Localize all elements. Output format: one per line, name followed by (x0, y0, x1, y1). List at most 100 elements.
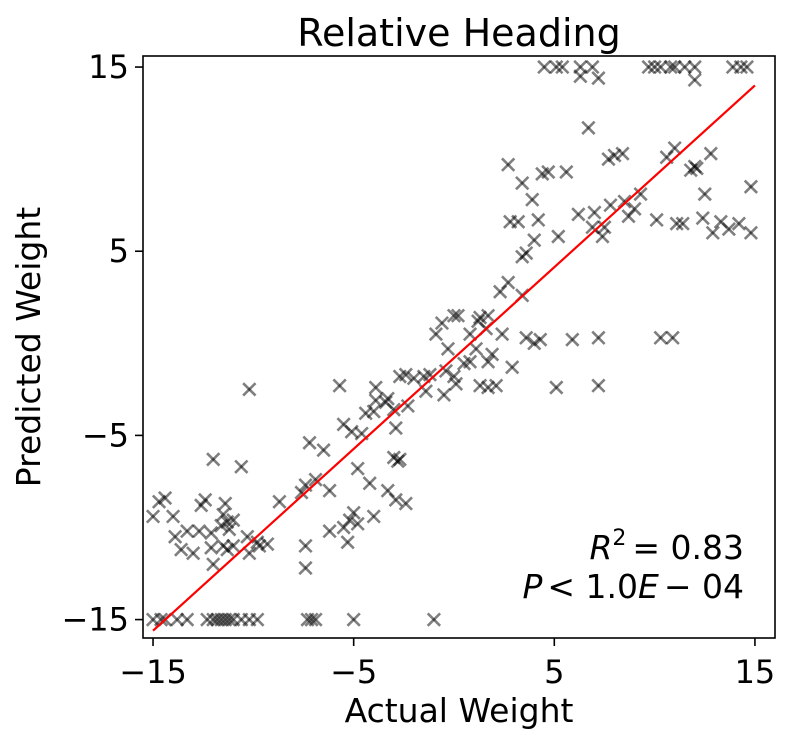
data-point (484, 347, 500, 362)
y-tick-label: 5 (109, 232, 129, 270)
r-power: 2 (612, 526, 626, 551)
data-point (400, 398, 415, 414)
y-tick-label: 15 (88, 48, 129, 86)
data-point (302, 435, 317, 450)
data-point (653, 59, 668, 75)
data-point (298, 538, 313, 554)
data-point (153, 612, 169, 627)
data-point (559, 164, 574, 180)
data-point (488, 378, 504, 393)
data-point (174, 542, 189, 557)
data-point (368, 393, 383, 408)
data-point (234, 459, 249, 474)
data-point (591, 70, 606, 86)
data-point (165, 509, 181, 524)
data-point (585, 59, 600, 75)
data-point (340, 535, 355, 550)
data-point (501, 157, 516, 172)
data-point (595, 229, 610, 244)
data-point (743, 225, 759, 240)
data-point (336, 520, 351, 535)
data-point (226, 538, 241, 554)
data-point (480, 354, 496, 369)
r-squared-annotation: R2 = 0.83 (589, 526, 744, 567)
data-point (515, 175, 530, 191)
data-point (398, 367, 413, 382)
data-point (535, 166, 550, 181)
data-point (426, 612, 442, 627)
data-point (687, 72, 702, 88)
data-point (332, 378, 347, 393)
data-point (495, 326, 510, 342)
data-point (346, 612, 361, 627)
data-point (503, 214, 518, 229)
data-point (180, 612, 195, 627)
data-point (362, 476, 377, 491)
data-point (573, 69, 588, 84)
data-point (346, 505, 361, 520)
data-point (350, 516, 365, 531)
x-tick-label: −15 (119, 653, 187, 691)
data-point (298, 560, 313, 576)
data-point (350, 461, 365, 476)
data-point (151, 494, 167, 509)
data-point (194, 498, 209, 513)
data-point (398, 496, 413, 511)
data-point (695, 210, 710, 226)
data-point (525, 192, 540, 207)
data-point (468, 341, 484, 356)
x-tick-label: 15 (735, 653, 776, 691)
data-point (167, 529, 183, 544)
p-value-annotation: P < 1.0E − 04 (522, 567, 744, 606)
data-point (743, 179, 759, 194)
data-point (519, 330, 534, 345)
data-point (366, 509, 381, 524)
data-point (725, 59, 740, 75)
y-tick-label: −5 (82, 416, 129, 454)
data-point (308, 612, 323, 627)
data-point (186, 546, 201, 561)
data-point (531, 212, 546, 228)
data-point (428, 326, 444, 342)
data-point (591, 378, 606, 393)
data-point (533, 332, 548, 347)
data-point (386, 402, 401, 417)
data-point (192, 524, 207, 539)
data-point (667, 59, 682, 75)
data-point (218, 496, 233, 511)
data-point (549, 59, 564, 75)
data-point (242, 382, 257, 397)
data-point (206, 452, 221, 467)
data-point (669, 216, 684, 231)
data-point (222, 612, 237, 627)
data-point (206, 557, 221, 572)
data-point (250, 612, 265, 627)
data-point (226, 513, 241, 528)
data-point (336, 417, 351, 432)
data-point (493, 284, 508, 299)
data-point (603, 198, 618, 213)
data-point (721, 222, 736, 237)
data-point (434, 315, 450, 331)
data-point (649, 212, 664, 228)
x-axis-label: Actual Weight (345, 691, 574, 730)
data-point (527, 233, 542, 248)
data-point (653, 330, 668, 345)
y-axis-label: Predicted Weight (9, 207, 48, 487)
data-point (448, 376, 464, 391)
data-point (551, 229, 566, 244)
data-point (555, 59, 570, 75)
data-point (675, 216, 690, 231)
data-point (687, 159, 702, 174)
data-point (587, 205, 602, 220)
data-point (322, 483, 337, 498)
data-point (272, 494, 287, 509)
points-layer (145, 59, 759, 627)
data-point (260, 536, 275, 552)
y-tick-label: −15 (61, 601, 129, 639)
data-point (436, 387, 452, 403)
data-point (621, 209, 636, 224)
fit-line (152, 84, 756, 632)
